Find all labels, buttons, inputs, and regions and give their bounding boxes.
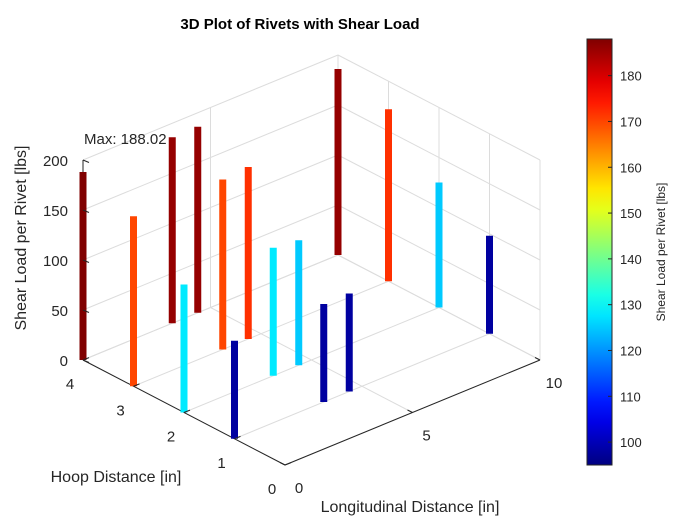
y-tick	[234, 435, 241, 440]
x-tick	[407, 409, 413, 413]
z-tick	[82, 259, 90, 263]
axes-grid	[82, 54, 541, 466]
x-tick	[534, 357, 541, 361]
shear-load-axis-label: Shear Load per Rivet [lbs]	[13, 146, 30, 331]
longitudinal-axis-label: Longitudinal Distance [in]	[321, 499, 500, 516]
colorbar-label: Shear Load per Rivet [lbs]	[654, 183, 668, 322]
grid-line	[82, 104, 339, 211]
grid-line	[82, 154, 339, 261]
z-tick	[82, 209, 90, 213]
colorbar-tick-label: 170	[620, 114, 642, 129]
chart-title: 3D Plot of Rivets with Shear Load	[180, 16, 419, 33]
colorbar-gradient	[586, 38, 613, 466]
z-tick	[82, 159, 90, 163]
grid-line	[82, 204, 339, 311]
z-tick	[82, 309, 90, 313]
y-tick	[82, 357, 90, 361]
y-tick	[183, 409, 191, 413]
colorbar-tick-label: 140	[620, 252, 642, 267]
y-tick-label: 2	[167, 429, 175, 446]
grid-line	[82, 54, 339, 161]
y-tick-label: 0	[268, 481, 276, 498]
x-tick-label: 10	[546, 375, 563, 392]
x-tick-label: 0	[295, 480, 303, 497]
max-annotation: Max: 188.02	[84, 131, 167, 148]
grid-line	[234, 333, 490, 440]
x-tick	[279, 462, 286, 466]
grid-line	[183, 307, 440, 413]
colorbar-tick-label: 130	[620, 298, 642, 313]
colorbar-tick-label: 180	[620, 69, 642, 84]
z-tick	[82, 359, 90, 363]
rivet-bars	[79, 69, 493, 439]
colorbar-tick-label: 160	[620, 160, 642, 175]
hoop-axis-label: Hoop Distance [in]	[51, 469, 182, 486]
y-tick-label: 4	[66, 376, 74, 393]
colorbar-tick-label: 120	[620, 343, 642, 358]
colorbar-tick-label: 110	[620, 389, 641, 404]
grid-line	[337, 104, 541, 211]
y-tick-label: 1	[217, 455, 225, 472]
z-tick-label: 150	[43, 203, 68, 220]
y-tick-label: 3	[116, 402, 124, 419]
y-tick	[284, 462, 292, 466]
x-tick-label: 5	[422, 428, 430, 445]
z-tick-label: 0	[60, 353, 68, 370]
y-tick	[133, 383, 140, 387]
colorbar-tick-label: 150	[620, 206, 642, 221]
z-tick-label: 100	[43, 253, 68, 270]
colorbar: 100 110 120 130 140 150 160 170 180	[586, 38, 642, 466]
z-tick-label: 50	[51, 303, 68, 320]
grid-line	[337, 54, 541, 161]
z-tick-label: 200	[43, 153, 68, 170]
colorbar-tick-label: 100	[620, 435, 642, 450]
